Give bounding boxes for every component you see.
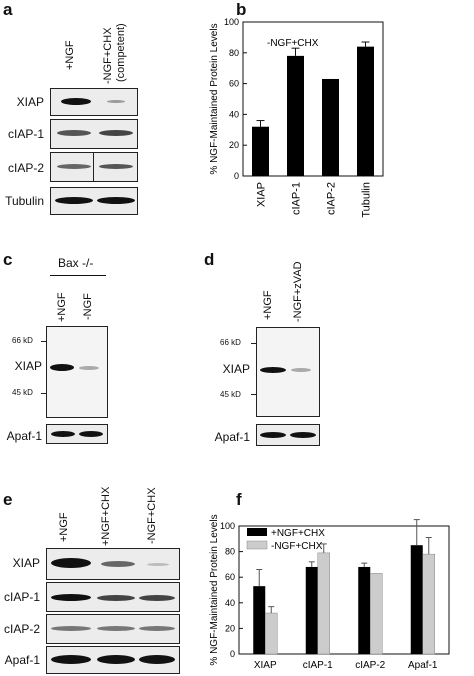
panel-c-blot-xiap — [46, 326, 108, 418]
panel-f-letter: f — [236, 490, 242, 509]
chart-f-bar-s0-2 — [358, 566, 371, 654]
panel-e-row-ciap1: cIAP-1 — [3, 590, 40, 604]
chart-f-ytick-label-1: 20 — [225, 623, 235, 633]
panel-e-blot-apaf1 — [46, 646, 180, 674]
panel-c-marker-45: 45 kD — [12, 388, 33, 397]
chart-f-bar-s1-1 — [317, 552, 330, 655]
chart-b-annotation: -NGF+CHX — [267, 38, 319, 49]
chart-f-ylabel: % NGF-Maintained Protein Levels — [209, 514, 220, 665]
chart-f-xtick-label-0: XIAP — [254, 660, 277, 671]
panel-d-tick-66 — [251, 343, 257, 344]
panel-b-chart: 0 20 40 60 80 100 % NGF-Maintained Protein Lev… — [209, 17, 384, 218]
panel-e-blot-ciap1 — [46, 582, 180, 612]
chart-b-ytick-label-4: 80 — [229, 48, 239, 58]
chart-f-bar-s0-3 — [410, 545, 423, 654]
panel-c-blot-apaf1 — [46, 424, 108, 444]
chart-f-ytick-label-5: 100 — [220, 521, 235, 531]
panel-a-row-ciap2: cIAP-2 — [7, 161, 44, 175]
chart-f-bar-s1-0 — [265, 612, 278, 655]
chart-b-bar-1 — [287, 55, 304, 176]
panel-e-row-xiap: XIAP — [12, 556, 40, 570]
panel-c-lane-2-label: -NGF — [82, 293, 94, 320]
panel-e-lane-2-label: +NGF+CHX — [100, 486, 112, 546]
chart-b-bar-0 — [252, 126, 269, 176]
panel-d-row-xiap: XIAP — [222, 362, 250, 376]
chart-f-ytick-label-0: 0 — [230, 649, 235, 659]
panel-e-lane-1-label: +NGF — [58, 512, 70, 542]
panel-a-lane-2-label: -NGF+CHX — [102, 27, 114, 84]
panel-e-blot-ciap2 — [46, 614, 180, 644]
chart-b-xtick-label-2: cIAP-2 — [326, 182, 338, 215]
chart-f-legend-swatch-1 — [246, 540, 268, 550]
panel-a-blot-ciap1 — [50, 119, 138, 149]
panel-e-row-apaf1: Apaf-1 — [4, 653, 40, 667]
panel-a-blot-ciap2 — [50, 152, 138, 182]
panel-d-row-apaf1: Apaf-1 — [214, 430, 250, 444]
panel-a-row-tubulin: Tubulin — [5, 194, 44, 208]
chart-f-xtick-label-1: cIAP-1 — [303, 660, 333, 671]
panel-e-row-ciap2: cIAP-2 — [3, 622, 40, 636]
chart-f-frame — [238, 525, 450, 655]
panel-a-blot-xiap — [50, 88, 138, 116]
chart-f-ytick-label-4: 80 — [225, 547, 235, 557]
chart-f-bar-s1-3 — [422, 553, 435, 655]
panel-d-letter: d — [204, 250, 215, 269]
chart-f-xtick-label-2: cIAP-2 — [355, 660, 385, 671]
panel-b-letter: b — [236, 0, 247, 19]
panel-c-tick-66 — [41, 341, 47, 342]
panel-c-letter: c — [3, 250, 13, 269]
panel-d-marker-66: 66 kD — [220, 338, 241, 347]
chart-b-bar-2 — [322, 78, 339, 176]
panel-c-lane-1-label: +NGF — [56, 292, 68, 322]
chart-f-bar-s1-2 — [370, 573, 383, 655]
chart-f-ytick-label-3: 60 — [225, 572, 235, 582]
chart-f-ytick-label-2: 40 — [225, 598, 235, 608]
panel-c-header-line — [50, 275, 106, 276]
chart-b-ytick-label-2: 40 — [229, 109, 239, 119]
panel-a-lane-2-sublabel: (competent) — [115, 23, 127, 82]
panel-a-letter: a — [3, 0, 13, 19]
panel-e-blot-xiap — [46, 548, 180, 580]
panel-c-row-apaf1: Apaf-1 — [6, 429, 42, 443]
panel-c-row-xiap: XIAP — [14, 359, 42, 373]
chart-f-legend-swatch-0 — [247, 528, 267, 536]
panel-d-lane-2-label: -NGF+zVAD — [292, 261, 304, 322]
panel-d-tick-45 — [251, 394, 257, 395]
chart-b-xtick-label-3: Tubulin — [361, 182, 373, 218]
panel-e-lane-3-label: -NGF+CHX — [146, 487, 158, 544]
panel-d-blot-apaf1 — [256, 424, 320, 446]
panel-c-header: Bax -/- — [58, 256, 94, 270]
chart-f-xtick-label-3: Apaf-1 — [408, 660, 438, 671]
panel-d-blot-xiap — [256, 327, 320, 417]
panel-a-lane-1-label: +NGF — [64, 40, 76, 70]
chart-b-ylabel: % NGF-Maintained Protein Levels — [209, 23, 220, 174]
chart-b-ytick-label-5: 100 — [224, 17, 239, 27]
chart-b-ytick-label-3: 60 — [229, 79, 239, 89]
chart-b-xtick-label-1: cIAP-1 — [291, 182, 303, 215]
chart-f-bar-s0-1 — [305, 566, 318, 654]
panel-a-row-xiap: XIAP — [16, 95, 44, 109]
panel-c-marker-66: 66 kD — [12, 336, 33, 345]
chart-b-frame — [242, 21, 384, 177]
panel-e-letter: e — [3, 490, 13, 509]
panel-c-tick-45 — [41, 393, 47, 394]
chart-f-legend-label-1: -NGF+CHX — [271, 541, 323, 552]
chart-b-bar-3 — [357, 46, 374, 176]
panel-a-blot-tubulin — [50, 187, 138, 215]
panel-d-lane-1-label: +NGF — [262, 290, 274, 320]
chart-b-ytick-label-0: 0 — [234, 171, 239, 181]
chart-f-legend-label-0: +NGF+CHX — [271, 528, 325, 539]
panel-a-row-ciap1: cIAP-1 — [7, 127, 44, 141]
panel-f-chart: 0 20 40 60 80 100% NGF-Maintained Protein Lev… — [209, 514, 450, 671]
chart-b-ytick-label-1: 20 — [229, 140, 239, 150]
chart-f-bar-s0-0 — [253, 586, 266, 654]
panel-d-marker-45: 45 kD — [220, 390, 241, 399]
chart-b-xtick-label-0: XIAP — [256, 182, 268, 207]
